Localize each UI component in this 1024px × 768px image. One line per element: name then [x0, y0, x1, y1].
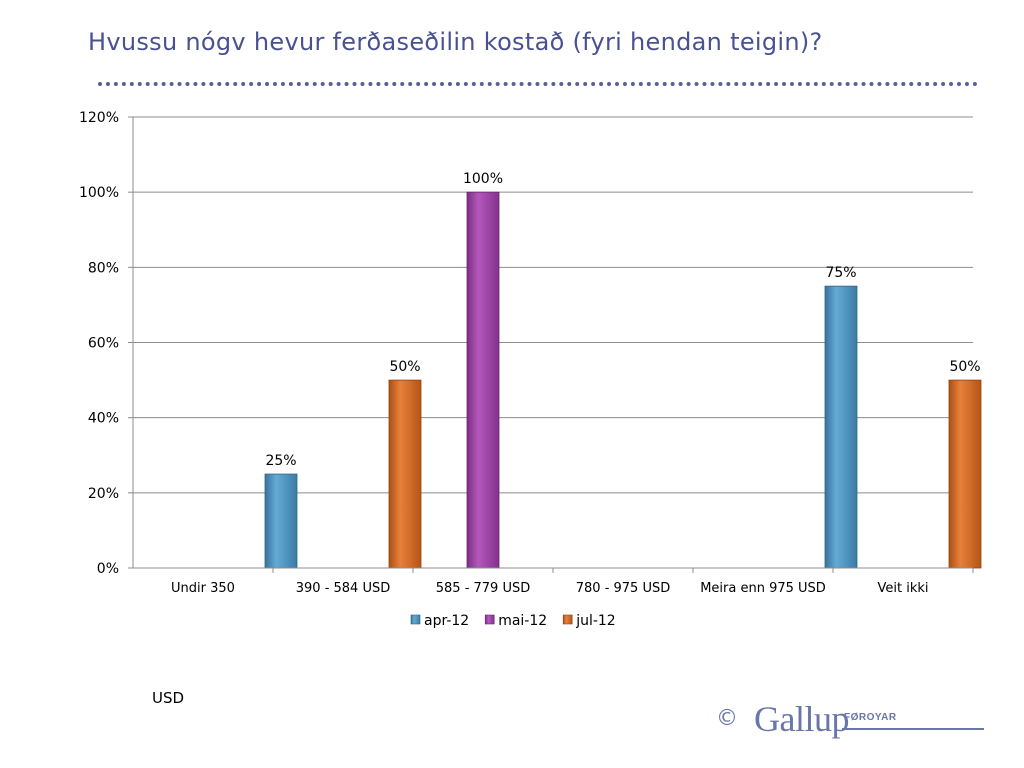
bar-apr-12 [824, 285, 858, 569]
y-tick-label: 0% [97, 561, 119, 577]
legend-swatch [410, 614, 421, 625]
page-title: Hvussu nógv hevur ferðaseðilin kostað (f… [88, 28, 823, 56]
legend-swatch [562, 614, 573, 625]
x-tick-label: 390 - 584 USD [296, 581, 391, 596]
data-label: 50% [389, 359, 420, 375]
x-tick-label: 780 - 975 USD [576, 581, 671, 596]
y-tick-label: 120% [79, 110, 119, 126]
data-label: 25% [265, 453, 296, 469]
legend: apr-12 mai-12 jul-12 [410, 613, 616, 629]
x-tick-label: Veit ikki [877, 581, 928, 596]
y-tick-label: 60% [88, 336, 119, 352]
bar-jul-12 [948, 379, 982, 569]
x-tick-label: 585 - 779 USD [436, 581, 531, 596]
legend-label: jul-12 [575, 613, 616, 629]
title-divider [98, 82, 978, 86]
data-labels: 25% 75% 100% 50% 50% [265, 171, 980, 469]
gallup-logo: © Gallup FØROYAR [714, 699, 994, 750]
legend-label: apr-12 [424, 613, 469, 629]
bar-mai-12 [466, 191, 500, 569]
data-label: 75% [825, 265, 856, 281]
legend-swatch [484, 614, 495, 625]
x-tick-label: Meira enn 975 USD [700, 581, 826, 596]
data-label: 100% [463, 171, 503, 187]
axes: 0% 20% 40% 60% 80% 100% 120% Undir 350 390 - 584… [79, 110, 974, 596]
data-label: 50% [949, 359, 980, 375]
y-tick-label: 40% [88, 411, 119, 427]
logo-underline [842, 728, 984, 730]
logo-subtitle: FØROYAR [844, 712, 897, 723]
y-tick-label: 100% [79, 185, 119, 201]
y-tick-label: 80% [88, 260, 119, 276]
copyright-symbol: © [716, 706, 738, 731]
y-tick-label: 20% [88, 486, 119, 502]
footnote-unit: USD [152, 689, 185, 707]
bar-chart: 0% 20% 40% 60% 80% 100% 120% Undir 350 390 - 584… [79, 110, 982, 629]
bar-apr-12 [264, 473, 298, 569]
bar-jul-12 [388, 379, 422, 569]
x-tick-label: Undir 350 [171, 581, 235, 596]
bars [264, 191, 982, 569]
logo-wordmark: Gallup [754, 699, 849, 739]
legend-label: mai-12 [498, 613, 547, 629]
